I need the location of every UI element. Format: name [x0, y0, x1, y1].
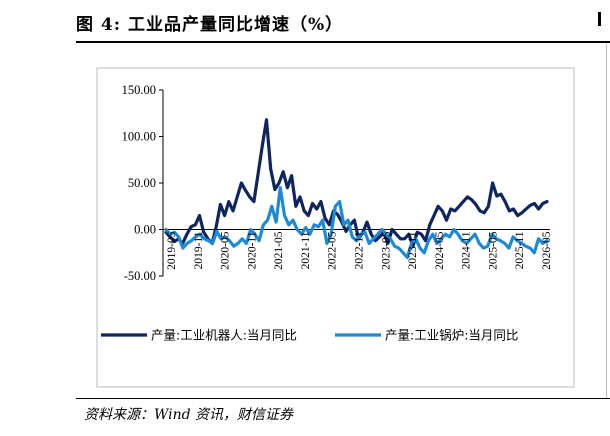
- x-tick-label: 2022-05: [327, 231, 339, 270]
- plot-area: 150.00 100.00 50.00 0.00 -50.00 2019-05 2019-1…: [122, 83, 553, 283]
- series-line-1: [164, 118, 549, 248]
- x-tick-label: 2019-11: [193, 231, 205, 269]
- figure-title: 图 4: 工业品产量同比增速（%）: [76, 15, 344, 35]
- right-panel-mark: [598, 12, 601, 26]
- y-tick-label: 100.00: [122, 130, 156, 144]
- x-tick-label: 2023-11: [407, 231, 419, 269]
- right-panel-border: [606, 44, 607, 398]
- y-tick-label: -50.00: [124, 269, 156, 283]
- x-tick-label: 2023-05: [380, 231, 392, 270]
- legend-label-2: 产量:工业锅炉:当月同比: [385, 328, 518, 343]
- x-tick-label: 2026-05: [541, 231, 553, 270]
- y-tick-label: 0.00: [134, 223, 156, 237]
- y-tick-label: 50.00: [128, 176, 156, 190]
- chart-frame: [96, 67, 575, 388]
- x-tick-label: 2021-11: [300, 231, 312, 269]
- x-tick-label: 2021-05: [273, 231, 285, 270]
- x-tick-label: 2025-05: [487, 231, 499, 270]
- legend-label-1: 产量:工业机器人:当月同比: [151, 328, 297, 343]
- source-rule: [76, 398, 610, 399]
- x-tick-label: 2022-11: [354, 231, 366, 269]
- source-note: 资料来源：Wind 资讯，财信证券: [84, 407, 294, 423]
- y-tick-label: 150.00: [122, 83, 156, 97]
- x-tick-label: 2020-11: [246, 231, 258, 269]
- x-tick-label: 2024-05: [434, 231, 446, 270]
- title-rule: [76, 41, 610, 43]
- series-line-2: [164, 186, 549, 259]
- x-tick-label: 2025-11: [514, 231, 526, 269]
- x-tick-label: 2019-05: [166, 231, 178, 270]
- legend: 产量:工业机器人:当月同比 产量:工业锅炉:当月同比: [101, 328, 518, 343]
- x-tick-label: 2024-11: [461, 231, 473, 269]
- x-tick-label: 2020-05: [220, 231, 232, 270]
